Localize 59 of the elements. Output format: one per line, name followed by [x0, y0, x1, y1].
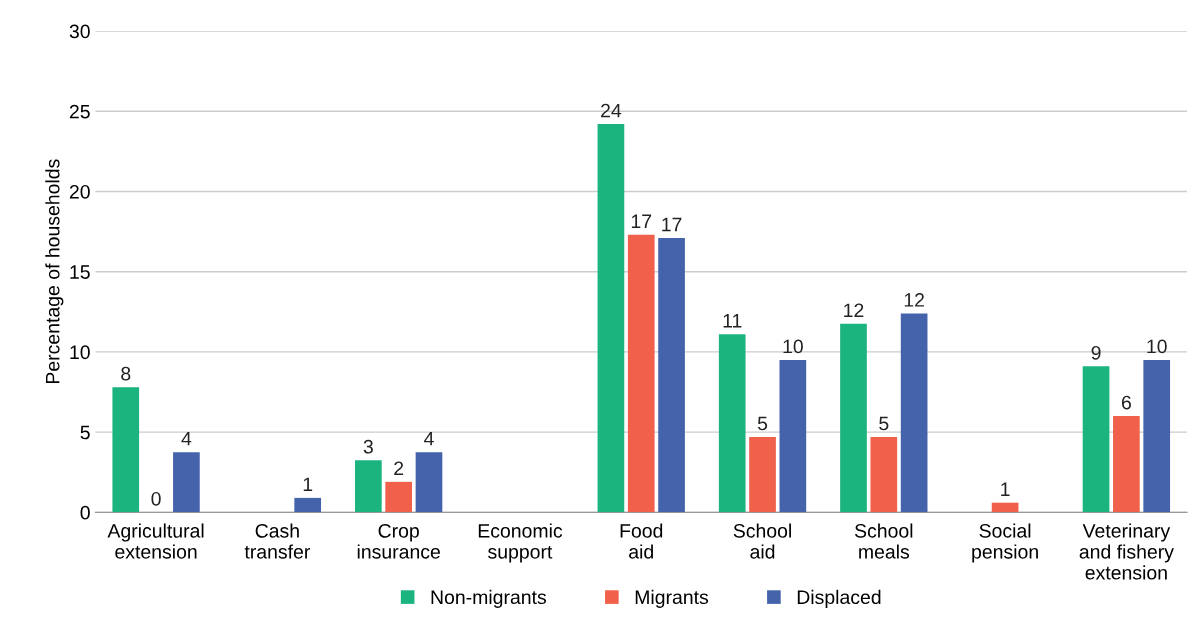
bar [385, 481, 412, 513]
data-label: 8 [121, 366, 131, 381]
data-label: 5 [757, 416, 768, 431]
data-label: 12 [844, 303, 864, 318]
bar [597, 124, 625, 513]
x-tick-label: Crop insurance [357, 523, 440, 559]
data-label: 10 [1147, 339, 1167, 354]
bar [1082, 366, 1110, 513]
data-label: 2 [394, 461, 404, 476]
data-label: 17 [631, 214, 652, 228]
y-tick-label: 0 [80, 505, 90, 520]
x-tick-label: School aid [733, 523, 791, 559]
data-label: 1 [1001, 482, 1010, 496]
x-tick-label: Social pension [972, 523, 1038, 563]
bar [112, 387, 140, 513]
data-label: 10 [783, 339, 803, 354]
y-tick-label: 5 [80, 425, 90, 440]
data-label: 1 [303, 477, 313, 492]
bar [1143, 359, 1171, 513]
bar [627, 234, 655, 513]
y-tick-label: 10 [70, 345, 90, 360]
bar [870, 436, 898, 513]
legend-label: Non-migrants [431, 589, 547, 608]
x-tick-label: Food aid [620, 523, 663, 559]
y-tick-label: 15 [70, 265, 90, 279]
legend-label: Migrants [635, 589, 709, 608]
bar [840, 323, 867, 513]
x-tick-label: School meals [854, 523, 913, 559]
data-label: 12 [904, 293, 924, 307]
bar [991, 502, 1019, 513]
bar [415, 452, 443, 513]
data-label: 9 [1091, 345, 1101, 360]
bar [173, 452, 200, 513]
x-tick-label: Veterinary and fishery extension [1079, 523, 1174, 580]
legend-label: Displaced [797, 589, 881, 608]
data-label: 3 [363, 439, 373, 454]
bar [355, 460, 382, 513]
bar [749, 436, 776, 513]
x-tick-label: Cash transfer [244, 523, 311, 559]
y-tick-label: 30 [69, 24, 90, 39]
y-tick-label: 20 [69, 184, 90, 199]
bar [658, 238, 685, 513]
data-label: 11 [723, 314, 742, 328]
data-label: 6 [1121, 395, 1131, 410]
x-tick-label: Agricultural extension [107, 523, 204, 559]
data-label: 24 [601, 103, 622, 118]
x-tick-label: Economic support [478, 523, 563, 563]
y-tick-label: 25 [69, 104, 90, 119]
y-axis-title: Percentage of households [45, 159, 64, 384]
bar [779, 359, 807, 513]
bar [900, 313, 928, 513]
bar [718, 334, 746, 513]
data-label: 0 [151, 491, 161, 506]
bar [294, 497, 322, 513]
bar [1113, 416, 1140, 513]
data-label: 17 [662, 217, 682, 232]
data-label: 5 [879, 416, 889, 431]
data-label: 4 [181, 431, 192, 446]
data-label: 4 [424, 431, 434, 446]
